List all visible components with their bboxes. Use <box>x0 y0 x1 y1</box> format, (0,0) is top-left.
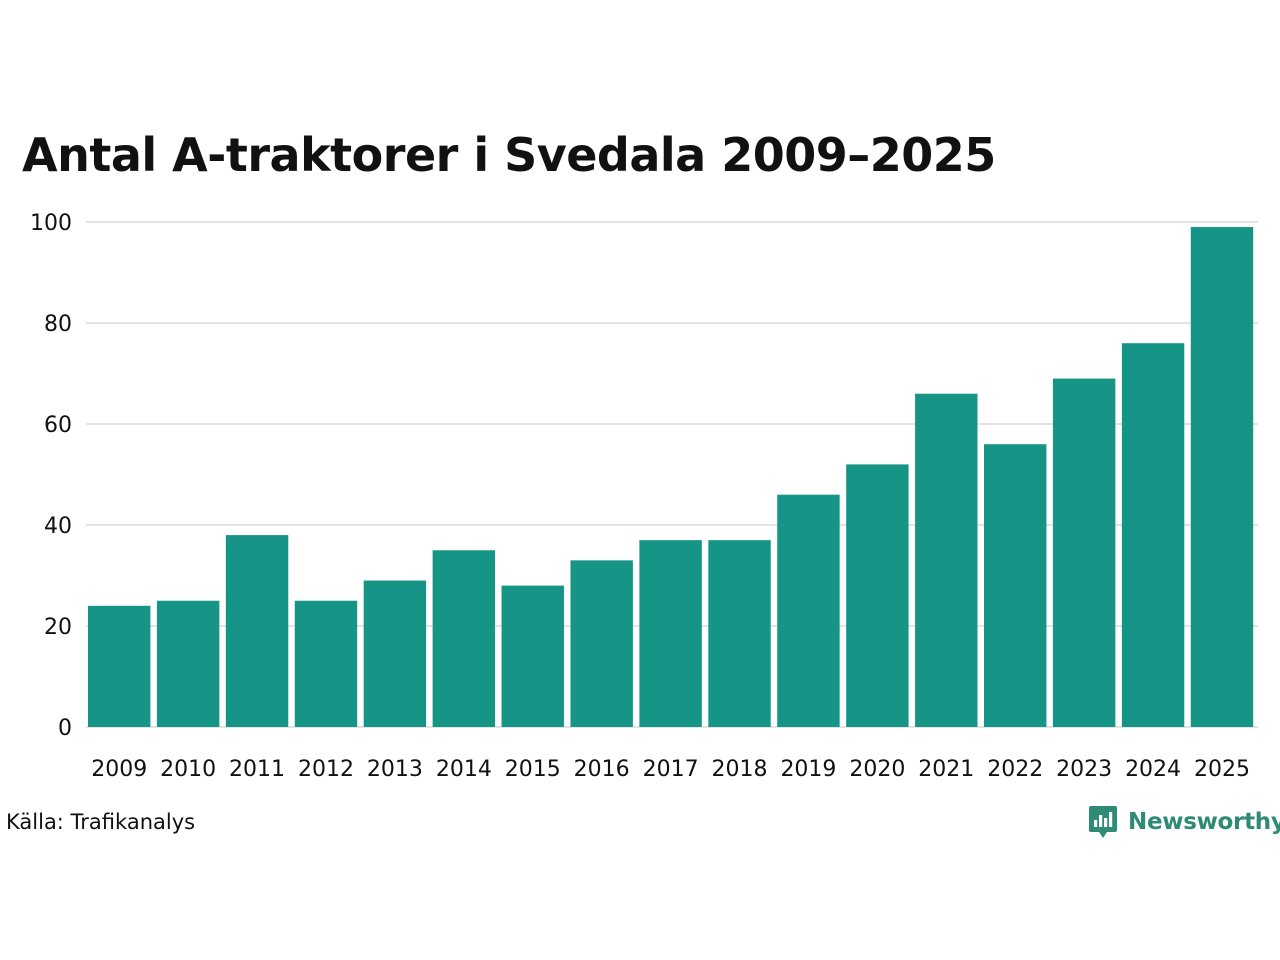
x-tick-label: 2016 <box>574 757 630 782</box>
x-tick-label: 2013 <box>367 757 423 782</box>
bar-2018[interactable] <box>708 540 771 727</box>
brand[interactable]: Newsworthy <box>1088 804 1280 840</box>
x-tick-label: 2012 <box>298 757 354 782</box>
bar-2014[interactable] <box>432 550 496 727</box>
x-tick-label: 2022 <box>987 757 1043 782</box>
y-tick-label: 100 <box>30 211 72 236</box>
x-tick-label: 2010 <box>160 757 216 782</box>
x-tick-label: 2020 <box>849 757 905 782</box>
y-tick-label: 60 <box>44 413 72 438</box>
newsworthy-logo-icon <box>1089 806 1117 838</box>
x-tick-label: 2024 <box>1125 757 1181 782</box>
bar-2022[interactable] <box>984 444 1047 727</box>
x-tick-label: 2014 <box>436 757 492 782</box>
brand-name: Newsworthy <box>1128 809 1280 835</box>
bar-2010[interactable] <box>156 600 220 727</box>
x-tick-label: 2017 <box>643 757 699 782</box>
bar-2023[interactable] <box>1052 378 1116 727</box>
y-tick-label: 80 <box>44 312 72 337</box>
x-tick-label: 2018 <box>712 757 768 782</box>
bar-2017[interactable] <box>639 540 702 727</box>
bar-2013[interactable] <box>363 580 427 727</box>
x-tick-label: 2025 <box>1194 757 1250 782</box>
bar-2024[interactable] <box>1121 343 1185 727</box>
bar-2021[interactable] <box>915 393 978 727</box>
bar-2016[interactable] <box>570 560 633 727</box>
source-note: Källa: Trafikanalys <box>6 810 196 834</box>
bar-2011[interactable] <box>225 535 289 727</box>
x-tick-label: 2019 <box>780 757 836 782</box>
bar-2019[interactable] <box>777 494 840 727</box>
y-tick-label: 40 <box>44 514 72 539</box>
bar-2015[interactable] <box>501 585 564 727</box>
y-tick-label: 20 <box>44 615 72 640</box>
x-tick-label: 2015 <box>505 757 561 782</box>
bar-2025[interactable] <box>1190 227 1254 728</box>
chart-title: Antal A-traktorer i Svedala 2009–2025 <box>22 128 996 182</box>
x-tick-label: 2023 <box>1056 757 1112 782</box>
x-tick-label: 2009 <box>91 757 147 782</box>
x-tick-label: 2021 <box>918 757 974 782</box>
bar-2009[interactable] <box>88 605 151 727</box>
y-tick-label: 0 <box>58 716 72 741</box>
bar-2020[interactable] <box>846 464 909 727</box>
x-tick-label: 2011 <box>229 757 285 782</box>
bar-2012[interactable] <box>294 600 358 727</box>
